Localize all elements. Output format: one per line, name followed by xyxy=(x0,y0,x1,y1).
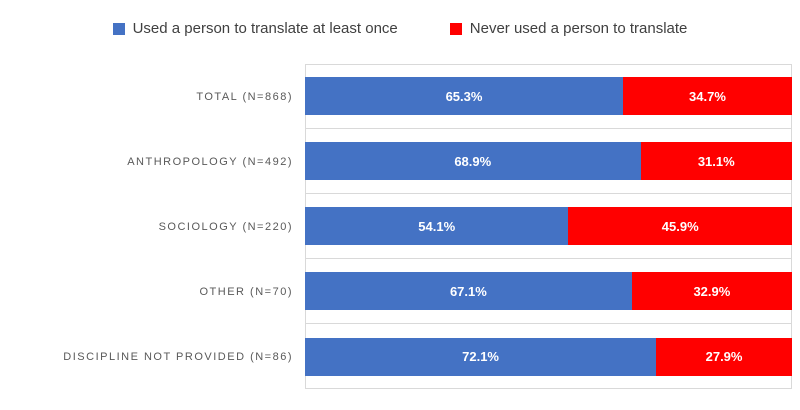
data-label: 34.7% xyxy=(689,88,726,104)
bar-segment-never: 27.9% xyxy=(656,337,792,376)
legend-label: Never used a person to translate xyxy=(469,20,688,37)
chart-row: ANTHROPOLOGY (N=492) 68.9% 31.1% xyxy=(0,129,792,194)
bar-segment-used: 65.3% xyxy=(305,77,623,115)
stacked-bar: 67.1% 32.9% xyxy=(305,272,792,310)
bar-segment-never: 34.7% xyxy=(623,77,792,115)
bar-segment-used: 72.1% xyxy=(305,337,657,376)
bar-segment-used: 54.1% xyxy=(305,207,569,245)
legend-swatch-blue-icon xyxy=(112,22,125,35)
legend-swatch-red-icon xyxy=(449,22,462,35)
chart-row: OTHER (N=70) 67.1% 32.9% xyxy=(0,259,792,324)
legend-item-never: Never used a person to translate xyxy=(449,20,688,37)
data-label: 67.1% xyxy=(449,283,487,299)
legend-label: Used a person to translate at least once xyxy=(132,20,398,37)
category-label: ANTHROPOLOGY (N=492) xyxy=(127,155,293,168)
chart-row: TOTAL (N=868) 65.3% 34.7% xyxy=(0,64,792,129)
data-label: 32.9% xyxy=(693,283,731,299)
bar-segment-never: 32.9% xyxy=(631,272,792,310)
data-label: 27.9% xyxy=(705,349,743,364)
legend-item-used: Used a person to translate at least once xyxy=(112,20,398,37)
data-label: 45.9% xyxy=(661,218,699,234)
category-label: SOCIOLOGY (N=220) xyxy=(158,220,293,233)
bar-segment-used: 68.9% xyxy=(305,142,641,180)
data-label: 68.9% xyxy=(454,153,492,169)
bar-segment-never: 45.9% xyxy=(568,207,792,245)
category-label: OTHER (N=70) xyxy=(199,285,293,298)
chart-row: SOCIOLOGY (N=220) 54.1% 45.9% xyxy=(0,194,792,259)
stacked-bar: 72.1% 27.9% xyxy=(305,337,792,376)
category-label: DISCIPLINE NOT PROVIDED (N=86) xyxy=(63,350,293,363)
data-label: 54.1% xyxy=(418,218,456,234)
data-label: 72.1% xyxy=(462,349,499,364)
data-label: 65.3% xyxy=(445,88,483,104)
chart-legend: Used a person to translate at least once… xyxy=(0,20,800,37)
bar-segment-used: 67.1% xyxy=(305,272,632,310)
chart-row: DISCIPLINE NOT PROVIDED (N=86) 72.1% 27.… xyxy=(0,324,792,389)
stacked-bar: 54.1% 45.9% xyxy=(305,207,792,245)
bar-segment-never: 31.1% xyxy=(640,142,792,180)
plot-area: TOTAL (N=868) 65.3% 34.7% ANTHROPOLOGY (… xyxy=(0,64,792,389)
category-label: TOTAL (N=868) xyxy=(196,90,293,103)
stacked-bar: 68.9% 31.1% xyxy=(305,142,792,180)
stacked-bar: 65.3% 34.7% xyxy=(305,77,792,115)
data-label: 31.1% xyxy=(697,153,735,169)
